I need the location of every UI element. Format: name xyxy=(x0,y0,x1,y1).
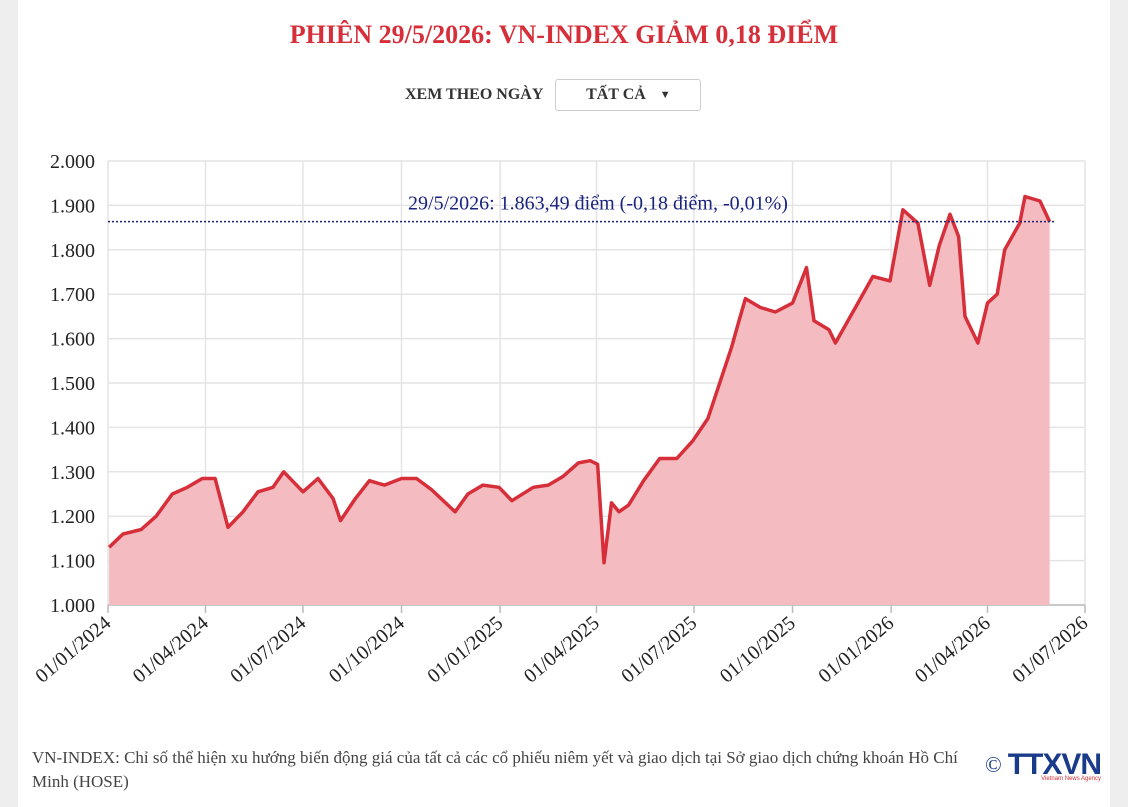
chart-title: PHIÊN 29/5/2026: VN-INDEX GIẢM 0,18 ĐIỂM xyxy=(289,20,839,49)
control-label: XEM THEO NGÀY xyxy=(405,86,544,103)
y-tick-label: 1.800 xyxy=(50,240,95,262)
x-tick-label: 01/07/2024 xyxy=(226,612,310,687)
reference-label: 29/5/2026: 1.863,49 điểm (-0,18 điểm, -0… xyxy=(408,193,788,215)
controls: XEM THEO NGÀY TẤT CẢ ▼ xyxy=(405,79,702,111)
line xyxy=(107,194,1052,565)
x-tick-label: 01/04/2026 xyxy=(911,612,995,687)
x-tick-label: 01/04/2025 xyxy=(520,612,604,687)
logo-text: TTXVN xyxy=(1007,748,1102,781)
dropdown-arrow: ▼ xyxy=(659,89,671,101)
y-tick-label: 1.000 xyxy=(50,595,95,617)
copyright: © xyxy=(985,752,1002,777)
y-tick-label: 1.900 xyxy=(50,195,95,217)
footer-note: VN-INDEX: Chỉ số thể hiện xu hướng biến … xyxy=(32,748,958,791)
x-tick-label: 01/07/2026 xyxy=(1008,612,1092,687)
y-tick-label: 1.500 xyxy=(50,373,95,395)
x-tick-label: 01/07/2025 xyxy=(617,612,701,687)
y-tick-label: 1.200 xyxy=(50,506,95,528)
x-tick-label: 01/10/2025 xyxy=(716,612,800,687)
y-tick-label: 1.400 xyxy=(50,417,95,439)
y-tick-label: 1.700 xyxy=(50,284,95,306)
logo-box: TTXVN Vietnam News Agency xyxy=(1007,748,1102,782)
logo-subtitle: Vietnam News Agency xyxy=(1041,776,1102,782)
logo: © TTXVN Vietnam News Agency xyxy=(985,748,1102,782)
y-tick-label: 1.300 xyxy=(50,462,95,484)
select-value: TẤT CẢ xyxy=(586,86,646,103)
y-tick-label: 1.100 xyxy=(50,551,95,573)
y-tick-label: 2.000 xyxy=(50,151,95,173)
area-fill xyxy=(109,196,1050,605)
y-tick-label: 1.600 xyxy=(50,329,95,351)
x-tick-label: 01/01/2026 xyxy=(814,612,898,687)
card: 1.000 1.100 1.200 1.300 1.400 1.500 1.600 1.700… xyxy=(18,0,1110,807)
x-tick-label: 01/01/2024 xyxy=(31,612,115,687)
period-select[interactable]: TẤT CẢ ▼ xyxy=(555,79,702,111)
chart: 1.000 1.100 1.200 1.300 1.400 1.500 1.600 1.700… xyxy=(31,151,1092,687)
x-tick-label: 01/04/2024 xyxy=(129,612,213,687)
x-tick-label: 01/10/2024 xyxy=(325,612,409,687)
x-tick-label: 01/01/2025 xyxy=(423,612,507,687)
